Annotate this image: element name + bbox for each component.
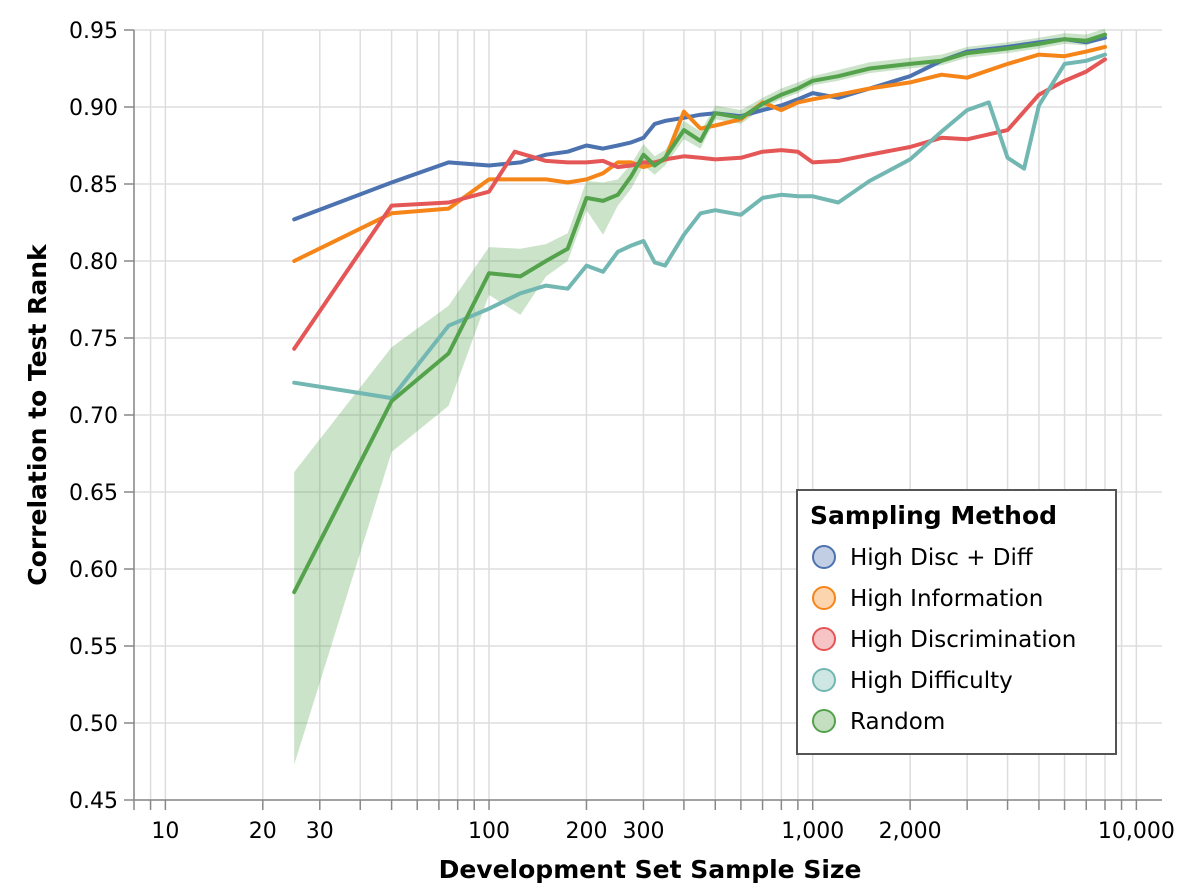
legend-label: High Disc + Diff — [850, 545, 1034, 571]
x-tick-label: 1,000 — [781, 819, 844, 844]
x-axis-title: Development Set Sample Size — [439, 855, 862, 884]
legend-symbol — [812, 668, 836, 692]
x-tick-label: 2,000 — [879, 819, 942, 844]
legend-label: High Discrimination — [850, 627, 1076, 653]
legend-symbol — [812, 586, 836, 610]
y-tick-label: 0.95 — [69, 19, 118, 44]
series-line — [292, 44, 1107, 263]
legend-title: Sampling Method — [810, 501, 1057, 530]
series-line — [292, 52, 1107, 401]
legend-symbol — [812, 709, 836, 733]
legend-label: Random — [850, 709, 945, 735]
legend: Sampling Method High Disc + Diff High Inf… — [796, 489, 1117, 755]
x-tick-label: 200 — [565, 819, 607, 844]
series-line — [292, 57, 1107, 351]
legend-label: High Information — [850, 586, 1043, 612]
legend-symbol — [812, 545, 836, 569]
y-tick-label: 0.50 — [69, 712, 118, 737]
series-line — [292, 32, 1107, 595]
y-tick-label: 0.75 — [69, 327, 118, 352]
legend-items: High Disc + Diff High Information High Dis… — [812, 545, 1076, 735]
legend-box — [796, 489, 1117, 755]
legend-label: High Difficulty — [850, 668, 1013, 694]
y-tick-label: 0.90 — [69, 96, 118, 121]
y-tick-label: 0.55 — [69, 635, 118, 660]
y-tick-label: 0.80 — [69, 250, 118, 275]
x-tick-label: 10,000 — [1098, 819, 1175, 844]
legend-symbol — [812, 627, 836, 651]
axes: 0.45 0.50 0.55 0.60 0.65 0.70 0.75 0.80 0.85 0.90… — [69, 19, 1175, 844]
y-tick-label: 0.65 — [69, 481, 118, 506]
x-tick-label: 20 — [249, 819, 277, 844]
x-tick-label: 10 — [151, 819, 179, 844]
series-lines — [292, 32, 1107, 595]
y-axis-title: Correlation to Test Rank — [23, 243, 52, 586]
y-tick-label: 0.85 — [69, 173, 118, 198]
y-tick-label: 0.70 — [69, 404, 118, 429]
y-tick-label: 0.45 — [69, 789, 118, 814]
x-tick-label: 300 — [622, 819, 664, 844]
y-tick-label: 0.60 — [69, 558, 118, 583]
x-tick-label: 30 — [306, 819, 334, 844]
x-tick-label: 100 — [468, 819, 510, 844]
